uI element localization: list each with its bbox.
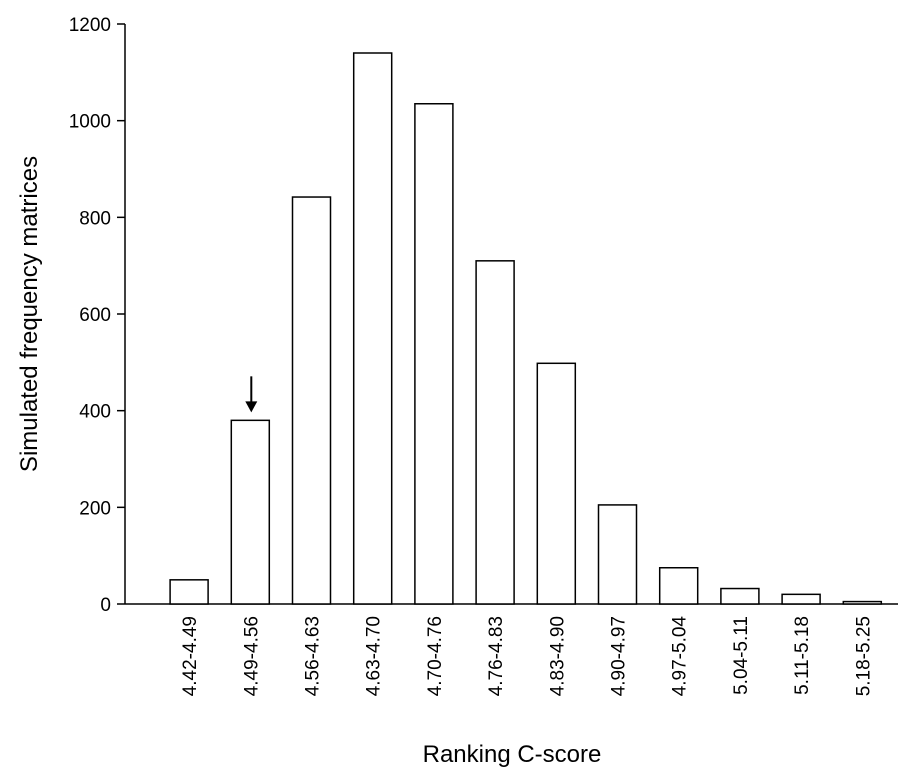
bar-5.04-5.11 <box>720 587 760 605</box>
bar-4.97-5.04 <box>658 567 699 605</box>
x-tick-label: 5.04-5.11 <box>731 616 752 695</box>
x-tick-label: 4.70-4.76 <box>425 616 446 696</box>
bar-5.11-5.18 <box>781 593 821 605</box>
y-tick-label: 400 <box>79 402 111 423</box>
x-tick-label: 4.42-4.49 <box>180 616 201 696</box>
x-tick-label: 5.18-5.25 <box>853 616 874 696</box>
x-tick-label: 4.90-4.97 <box>609 616 630 696</box>
bar-5.18-5.25 <box>842 600 883 605</box>
y-ticks: 0 200 400 600 800 1000 1200 <box>69 15 125 616</box>
bar-4.90-4.97 <box>597 504 638 605</box>
x-tick-label: 4.49-4.56 <box>241 616 262 696</box>
x-tick-label: 4.76-4.83 <box>486 616 507 696</box>
bar-4.42-4.49 <box>169 579 209 605</box>
x-tick-label: 4.56-4.63 <box>303 616 324 696</box>
x-axis: 4.42-4.49 4.49-4.56 4.56-4.63 4.63-4.70 4.70… <box>125 603 898 697</box>
x-axis-title: Ranking C-score <box>423 741 602 768</box>
y-tick-label: 0 <box>100 595 111 616</box>
bar-4.56-4.63 <box>291 196 332 605</box>
y-axis: 0 200 400 600 800 1000 1200 <box>69 15 126 616</box>
y-tick-label: 200 <box>79 498 111 519</box>
x-tick-label: 4.83-4.90 <box>547 616 568 696</box>
bar-4.49-4.56 <box>230 419 271 605</box>
bar-4.76-4.83 <box>475 260 515 605</box>
x-tick-label: 4.63-4.70 <box>364 616 385 696</box>
x-ticks: 4.42-4.49 4.49-4.56 4.56-4.63 4.63-4.70 4.70… <box>180 616 874 697</box>
bar-4.70-4.76 <box>414 103 454 605</box>
y-tick-label: 1200 <box>69 15 111 36</box>
bar-4.83-4.90 <box>536 362 577 605</box>
bars <box>169 52 883 605</box>
bar-4.63-4.70 <box>352 52 393 605</box>
y-tick-label: 600 <box>79 305 111 326</box>
y-axis-title: Simulated frequency matrices <box>16 156 43 472</box>
annotations <box>245 376 258 413</box>
x-tick-label: 4.97-5.04 <box>670 616 691 697</box>
y-tick-label: 1000 <box>69 112 111 133</box>
arrow-down-icon <box>245 376 258 413</box>
x-tick-label: 5.11-5.18 <box>792 616 813 695</box>
y-tick-label: 800 <box>79 208 111 229</box>
